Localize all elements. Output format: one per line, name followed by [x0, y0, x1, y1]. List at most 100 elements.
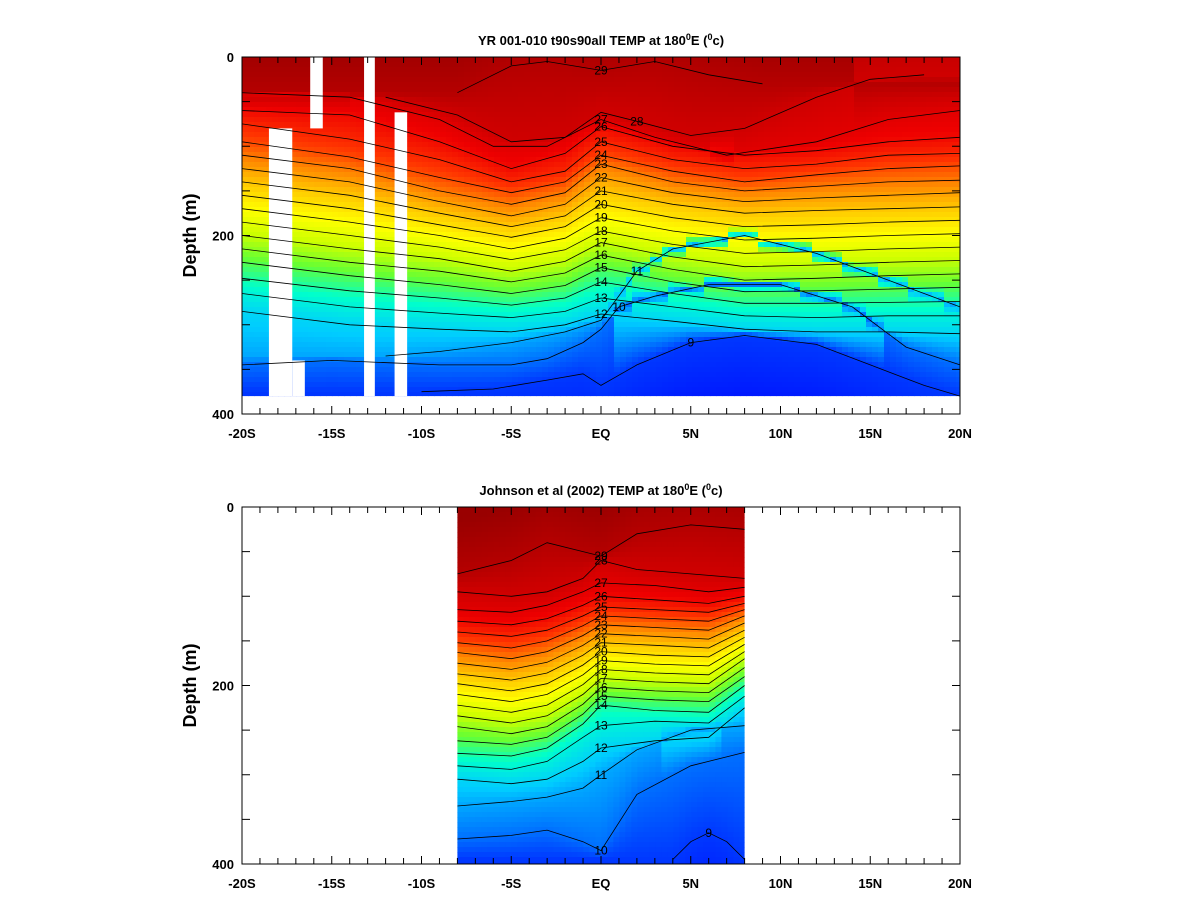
temp-cell: [668, 132, 675, 138]
temp-cell: [254, 122, 261, 128]
temp-cell: [524, 252, 531, 258]
temp-cell: [434, 217, 441, 223]
temp-cell: [338, 187, 345, 193]
temp-cell: [674, 237, 681, 243]
temp-cell: [614, 172, 621, 178]
temp-cell: [428, 127, 435, 133]
temp-cell: [296, 242, 303, 248]
temp-cell: [452, 287, 459, 293]
temp-cell: [620, 222, 627, 228]
temp-cell: [512, 247, 519, 253]
temp-cell: [650, 307, 657, 313]
temp-cell: [590, 187, 597, 193]
temp-cell: [572, 262, 579, 268]
temp-cell: [512, 362, 519, 368]
temp-cell: [452, 87, 459, 93]
temp-cell: [518, 282, 525, 288]
temp-cell: [428, 147, 435, 153]
temp-cell: [248, 392, 255, 397]
temp-cell: [626, 152, 633, 158]
temp-cell: [434, 237, 441, 243]
temp-cell: [608, 132, 615, 138]
temp-cell: [470, 132, 477, 138]
temp-cell: [638, 317, 645, 323]
temp-cell: [350, 92, 357, 98]
temp-cell: [602, 247, 609, 253]
temp-cell: [662, 92, 669, 98]
temp-cell: [464, 347, 471, 353]
temp-cell: [440, 307, 447, 313]
temp-cell: [638, 102, 645, 108]
temp-cell: [446, 197, 453, 203]
temp-cell: [632, 382, 639, 388]
temp-cell: [554, 197, 561, 203]
temp-cell: [332, 357, 339, 363]
temp-cell: [296, 272, 303, 278]
temp-cell: [452, 97, 459, 103]
temp-cell: [284, 117, 291, 123]
temp-cell: [350, 222, 357, 228]
temp-cell: [440, 372, 447, 378]
temp-cell: [530, 382, 537, 388]
temp-cell: [254, 292, 261, 298]
temp-cell: [482, 77, 489, 83]
temp-cell: [596, 187, 603, 193]
temp-cell: [602, 352, 609, 358]
temp-cell: [380, 77, 387, 83]
temp-cell: [458, 322, 465, 328]
temp-cell: [296, 102, 303, 108]
temp-cell: [656, 262, 663, 268]
temp-cell: [608, 72, 615, 78]
temp-cell: [242, 307, 249, 313]
temp-cell: [590, 282, 597, 288]
temp-cell: [242, 82, 249, 88]
temp-cell: [296, 67, 303, 73]
temp-cell: [608, 332, 615, 338]
temp-cell: [446, 247, 453, 253]
temp-cell: [290, 57, 297, 63]
temp-cell: [578, 97, 585, 103]
temp-cell: [506, 317, 513, 323]
temp-cell: [248, 342, 255, 348]
temp-cell: [326, 97, 333, 103]
temp-cell: [512, 287, 519, 293]
temp-cell: [584, 137, 591, 143]
temp-cell: [338, 87, 345, 93]
temp-cell: [488, 102, 495, 108]
temp-cell: [596, 102, 603, 108]
temp-cell: [296, 107, 303, 113]
temp-cell: [632, 392, 639, 397]
temp-cell: [338, 247, 345, 253]
temp-cell: [536, 212, 543, 218]
temp-cell: [590, 202, 597, 208]
temp-cell: [488, 107, 495, 113]
temp-cell: [296, 132, 303, 138]
temp-cell: [278, 82, 285, 88]
temp-cell: [602, 77, 609, 83]
temp-cell: [650, 82, 657, 88]
temp-cell: [254, 347, 261, 353]
temp-cell: [314, 297, 321, 303]
temp-cell: [428, 92, 435, 98]
temp-cell: [458, 92, 465, 98]
temp-cell: [458, 137, 465, 143]
temp-cell: [266, 97, 273, 103]
temp-cell: [578, 122, 585, 128]
temp-cell: [536, 277, 543, 283]
temp-cell: [434, 392, 441, 397]
temp-cell: [476, 197, 483, 203]
temp-cell: [584, 362, 591, 368]
temp-cell: [404, 107, 411, 113]
temp-cell: [344, 267, 351, 273]
temp-cell: [458, 127, 465, 133]
temp-cell: [350, 327, 357, 333]
temp-cell: [446, 297, 453, 303]
temp-cell: [242, 287, 249, 293]
temp-cell: [254, 72, 261, 78]
temp-cell: [656, 172, 663, 178]
temp-cell: [440, 177, 447, 183]
temp-cell: [566, 202, 573, 208]
temp-cell: [302, 207, 309, 213]
temp-cell: [518, 382, 525, 388]
temp-cell: [596, 227, 603, 233]
